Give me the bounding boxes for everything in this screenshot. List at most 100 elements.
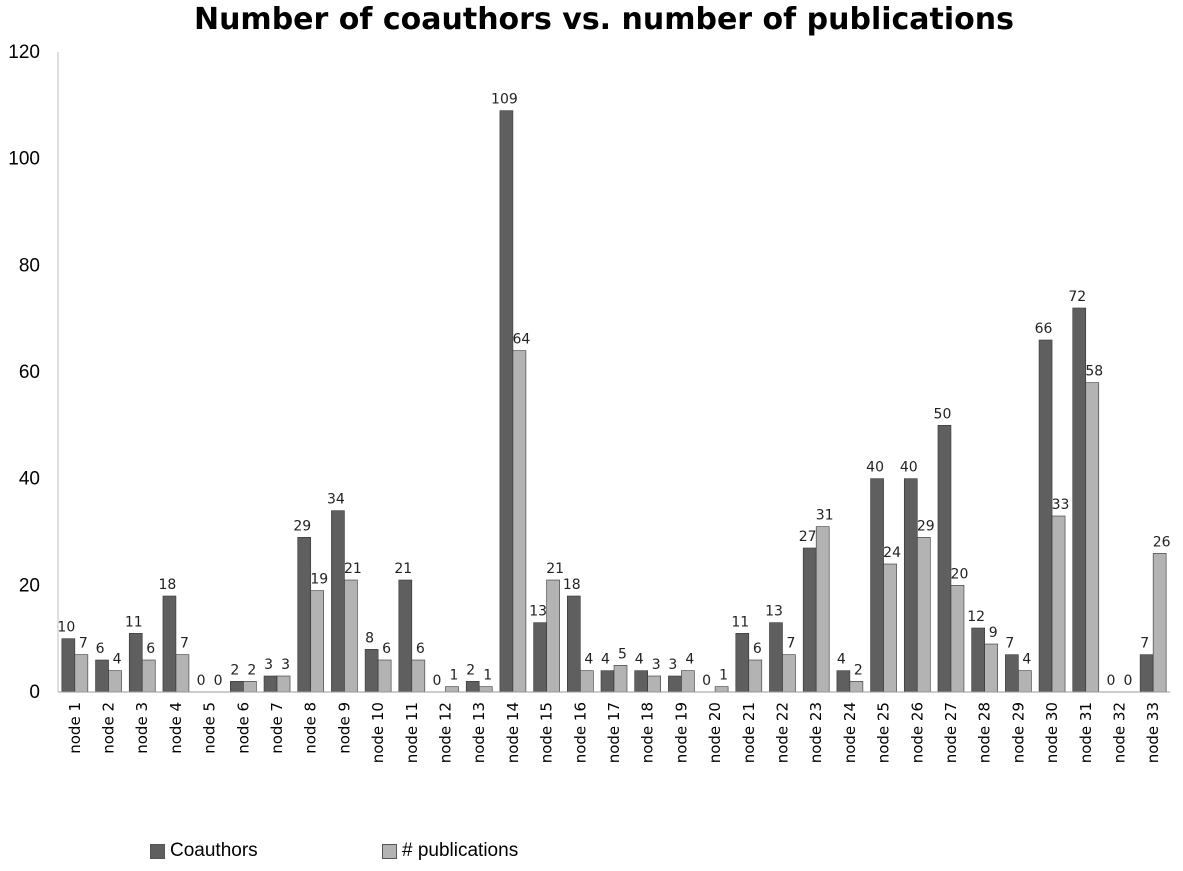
- bar-publications: [175, 654, 190, 693]
- legend-item-coauthors: Coauthors: [150, 840, 258, 862]
- data-label-coauthors: 18: [159, 577, 177, 593]
- bar-publications: [276, 675, 291, 693]
- x-tick-label: node 32: [1110, 702, 1128, 763]
- bar-publications: [748, 659, 763, 693]
- bar-coauthors: [836, 670, 851, 693]
- data-label-coauthors: 66: [1035, 321, 1053, 337]
- chart-title: Number of coauthors vs. number of public…: [193, 2, 1015, 37]
- bar-publications: [377, 659, 392, 693]
- bar-coauthors: [263, 675, 278, 693]
- bar-coauthors: [567, 595, 581, 693]
- data-label-publications: 29: [917, 518, 935, 534]
- x-tick-label: node 30: [1043, 702, 1061, 763]
- data-label-publications: 6: [753, 641, 762, 657]
- x-tick-label: node 1: [66, 702, 84, 754]
- x-tick-label: node 17: [605, 702, 623, 763]
- bar-publications: [883, 563, 897, 693]
- x-tick-label: node 4: [167, 702, 185, 754]
- bar-coauthors: [331, 510, 345, 693]
- data-label-publications: 0: [214, 673, 223, 689]
- bar-publications: [647, 675, 661, 693]
- data-label-coauthors: 40: [866, 460, 884, 476]
- x-tick-label: node 11: [403, 702, 421, 763]
- data-label-coauthors: 8: [365, 630, 374, 646]
- data-label-publications: 19: [310, 572, 328, 588]
- x-tick-label: node 10: [369, 702, 387, 763]
- data-label-publications: 24: [883, 545, 901, 561]
- data-label-coauthors: 0: [433, 673, 442, 689]
- data-label-coauthors: 11: [125, 614, 143, 630]
- bar-coauthors: [398, 579, 413, 693]
- data-label-coauthors: 7: [1005, 636, 1014, 652]
- bar-publications: [950, 585, 965, 693]
- bar-coauthors: [61, 638, 76, 693]
- data-label-coauthors: 21: [394, 561, 412, 577]
- data-label-coauthors: 11: [731, 614, 749, 630]
- data-label-coauthors: 13: [529, 604, 547, 620]
- bar-publications: [1085, 382, 1100, 693]
- data-label-publications: 21: [546, 561, 564, 577]
- data-label-coauthors: 72: [1068, 289, 1086, 305]
- bar-publications: [815, 526, 830, 693]
- data-label-coauthors: 40: [900, 460, 918, 476]
- x-tick-label: node 25: [875, 702, 893, 763]
- bar-publications: [310, 590, 325, 693]
- bar-publications: [74, 654, 89, 693]
- x-tick-label: node 27: [942, 702, 960, 763]
- bar-coauthors: [128, 633, 143, 693]
- legend-item-publications: # publications: [382, 840, 518, 862]
- data-label-coauthors: 50: [934, 406, 952, 422]
- x-tick-label: node 29: [1009, 702, 1027, 763]
- data-label-publications: 0: [1123, 673, 1132, 689]
- data-label-coauthors: 0: [1106, 673, 1115, 689]
- bar-coauthors: [971, 627, 985, 693]
- legend-label-coauthors: Coauthors: [170, 840, 258, 861]
- data-label-coauthors: 0: [197, 673, 206, 689]
- data-label-coauthors: 4: [601, 652, 610, 668]
- data-label-publications: 7: [180, 636, 189, 652]
- x-tick-label: node 20: [706, 702, 724, 763]
- data-label-publications: 5: [618, 646, 627, 662]
- y-tick-label: 40: [19, 469, 40, 490]
- data-label-coauthors: 3: [668, 657, 677, 673]
- bar-coauthors: [364, 649, 379, 693]
- data-label-coauthors: 27: [799, 529, 817, 545]
- bar-publications: [478, 686, 493, 693]
- data-label-publications: 21: [344, 561, 362, 577]
- bar-publications: [445, 686, 459, 693]
- x-tick-label: node 26: [908, 702, 926, 763]
- bar-coauthors: [499, 110, 514, 693]
- data-label-publications: 4: [113, 652, 122, 668]
- bar-publications: [1152, 553, 1167, 693]
- data-label-publications: 7: [79, 636, 88, 652]
- data-label-publications: 64: [512, 332, 530, 348]
- bar-publications: [141, 659, 156, 693]
- data-label-publications: 2: [247, 662, 256, 678]
- bar-coauthors: [162, 595, 177, 693]
- x-tick-label: node 2: [100, 702, 118, 754]
- data-label-coauthors: 4: [635, 652, 644, 668]
- bar-coauthors: [95, 659, 109, 693]
- bar-coauthors: [937, 425, 952, 693]
- bar-publications: [714, 686, 729, 693]
- legend-swatch-publications: [382, 843, 397, 859]
- bar-publications: [681, 670, 695, 693]
- data-label-coauthors: 6: [96, 641, 105, 657]
- x-tick-label: node 14: [504, 702, 522, 763]
- legend-swatch-coauthors: [150, 843, 165, 859]
- bar-coauthors: [1038, 339, 1053, 693]
- data-label-coauthors: 29: [293, 518, 311, 534]
- x-tick-label: node 18: [639, 702, 657, 763]
- x-tick-label: node 7: [268, 702, 286, 754]
- bar-publications: [916, 537, 931, 693]
- bar-coauthors: [1005, 654, 1019, 693]
- x-tick-label: node 23: [807, 702, 825, 763]
- data-label-publications: 4: [584, 652, 593, 668]
- data-label-coauthors: 18: [563, 577, 581, 593]
- y-tick-label: 80: [19, 255, 40, 276]
- x-tick-label: node 31: [1077, 702, 1095, 763]
- data-label-publications: 7: [787, 636, 796, 652]
- data-label-publications: 26: [1153, 534, 1171, 550]
- x-tick-label: node 28: [976, 702, 994, 763]
- data-label-publications: 33: [1052, 497, 1070, 513]
